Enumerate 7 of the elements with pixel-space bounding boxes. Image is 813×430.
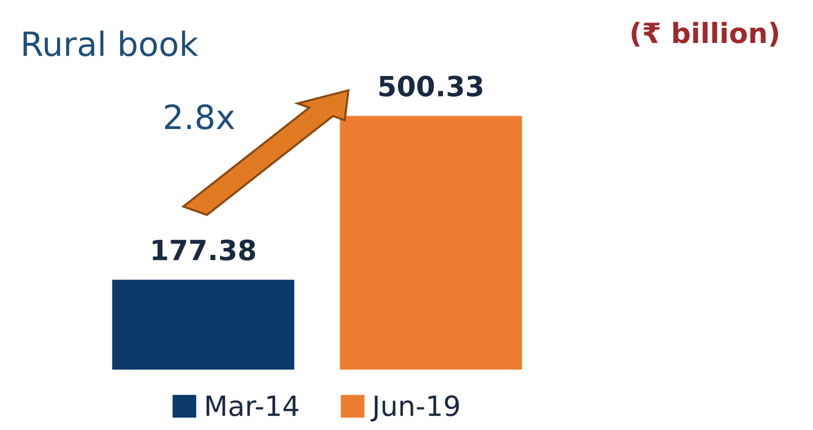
legend-label: Mar-14 xyxy=(206,396,298,416)
data-label: 500.33 xyxy=(379,76,482,97)
legend-label: Jun-19 xyxy=(370,395,459,422)
annotation: 2.8x xyxy=(165,104,234,130)
text: (₹ billion) xyxy=(632,22,778,47)
data-label: 177.38 xyxy=(152,240,256,261)
chart-title: Rural book xyxy=(24,30,198,56)
